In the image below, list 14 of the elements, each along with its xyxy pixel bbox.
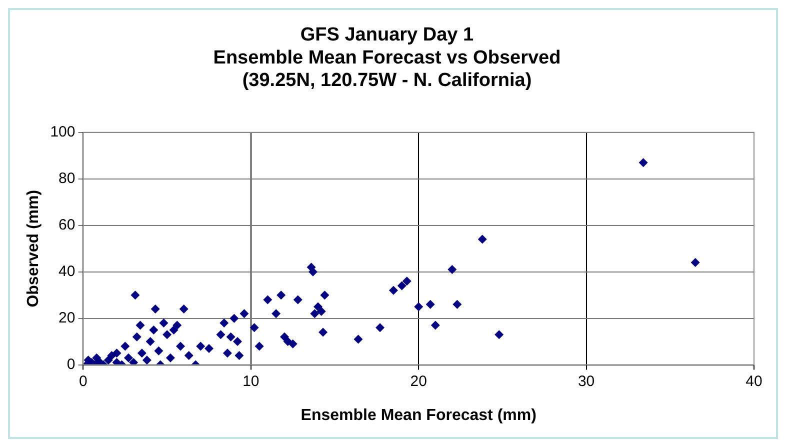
y-tick-label: 60	[58, 216, 76, 234]
x-tick-label: 30	[578, 372, 595, 390]
x-tick-label: 20	[410, 372, 427, 390]
x-axis-title: Ensemble Mean Forecast (mm)	[300, 406, 536, 424]
y-tick-label: 20	[58, 309, 76, 326]
y-tick-label: 100	[50, 124, 76, 141]
y-tick-label: 80	[58, 170, 76, 188]
x-tick-label: 40	[746, 372, 762, 390]
chart-title: GFS January Day 1 Ensemble Mean Forecast vs Observed (39.25N, 120.75W - N. California)	[213, 24, 561, 92]
y-tick-label: 0	[66, 356, 76, 373]
y-tick-label: 40	[58, 262, 76, 280]
x-tick-label: 0	[79, 372, 88, 390]
x-tick-label: 10	[242, 372, 260, 390]
y-axis-title: Observed (mm)	[25, 190, 42, 308]
